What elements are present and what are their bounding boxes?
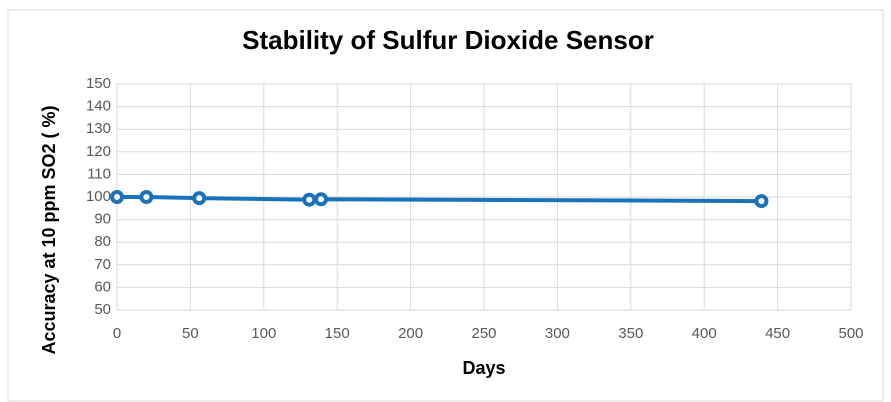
y-tick-label: 150 <box>86 75 111 92</box>
y-tick-label: 80 <box>94 233 111 250</box>
y-tick-label: 130 <box>86 120 111 137</box>
y-tick-label: 120 <box>86 143 111 160</box>
x-tick-label: 50 <box>182 325 199 342</box>
data-point <box>192 191 207 206</box>
chart-border <box>7 9 884 402</box>
x-tick-label: 0 <box>113 325 121 342</box>
data-point <box>139 190 154 204</box>
x-tick-label: 400 <box>692 325 717 342</box>
y-tick-label: 50 <box>94 301 111 318</box>
x-tick-label: 150 <box>325 325 350 342</box>
data-point <box>110 190 124 204</box>
y-tick-label: 90 <box>94 211 111 228</box>
x-tick-label: 200 <box>398 325 423 342</box>
y-tick-label: 60 <box>94 278 111 295</box>
x-tick-label: 250 <box>471 325 496 342</box>
y-tick-label: 70 <box>94 256 111 273</box>
y-axis-label: Accuracy at 10 ppm SO2 ( %) <box>39 105 59 354</box>
chart-title: Stability of Sulfur Dioxide Sensor <box>242 25 654 55</box>
data-point <box>302 192 317 207</box>
data-point <box>314 192 329 207</box>
data-point <box>754 194 769 209</box>
x-tick-label: 300 <box>545 325 570 342</box>
x-axis-label: Days <box>462 358 505 378</box>
y-tick-label: 140 <box>86 98 111 115</box>
x-tick-label: 350 <box>618 325 643 342</box>
x-tick-label: 500 <box>838 325 863 342</box>
x-tick-label: 450 <box>765 325 790 342</box>
x-tick-label: 100 <box>251 325 276 342</box>
y-tick-label: 100 <box>86 188 111 205</box>
y-tick-label: 110 <box>87 165 111 182</box>
